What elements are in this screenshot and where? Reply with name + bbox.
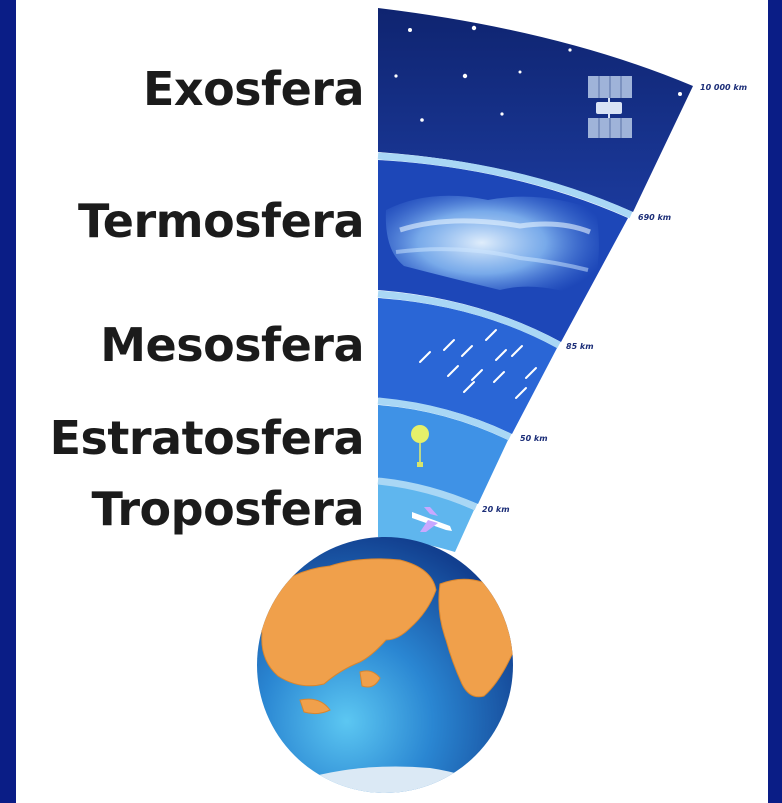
satellite-icon <box>588 76 632 138</box>
layer-name-stratosphere: Estratosfera <box>49 411 365 465</box>
layer-name-exosphere: Exosfera <box>142 62 365 116</box>
stratosphere-band <box>378 405 508 504</box>
weather-balloon-icon <box>411 425 429 467</box>
earth-globe-icon <box>257 537 513 793</box>
layer-separators <box>377 152 633 511</box>
altitude-label-thermosphere: 690 km <box>638 213 671 222</box>
airplane-icon <box>412 507 452 532</box>
aurora-icon <box>385 195 599 300</box>
meteors-icon <box>419 329 537 399</box>
layer-name-troposphere: Troposfera <box>91 482 365 536</box>
altitude-label-troposphere: 20 km <box>482 505 510 514</box>
altitude-label-mesosphere: 85 km <box>566 342 594 351</box>
mesosphere-band <box>378 298 557 434</box>
stars-icon <box>394 25 682 122</box>
layer-name-mesosphere: Mesosfera <box>100 318 364 372</box>
exosphere-band <box>378 8 693 212</box>
altitude-label-exosphere: 10 000 km <box>700 83 747 92</box>
altitude-label-stratosphere: 50 km <box>520 434 548 443</box>
layer-name-thermosphere: Termosfera <box>77 194 365 248</box>
